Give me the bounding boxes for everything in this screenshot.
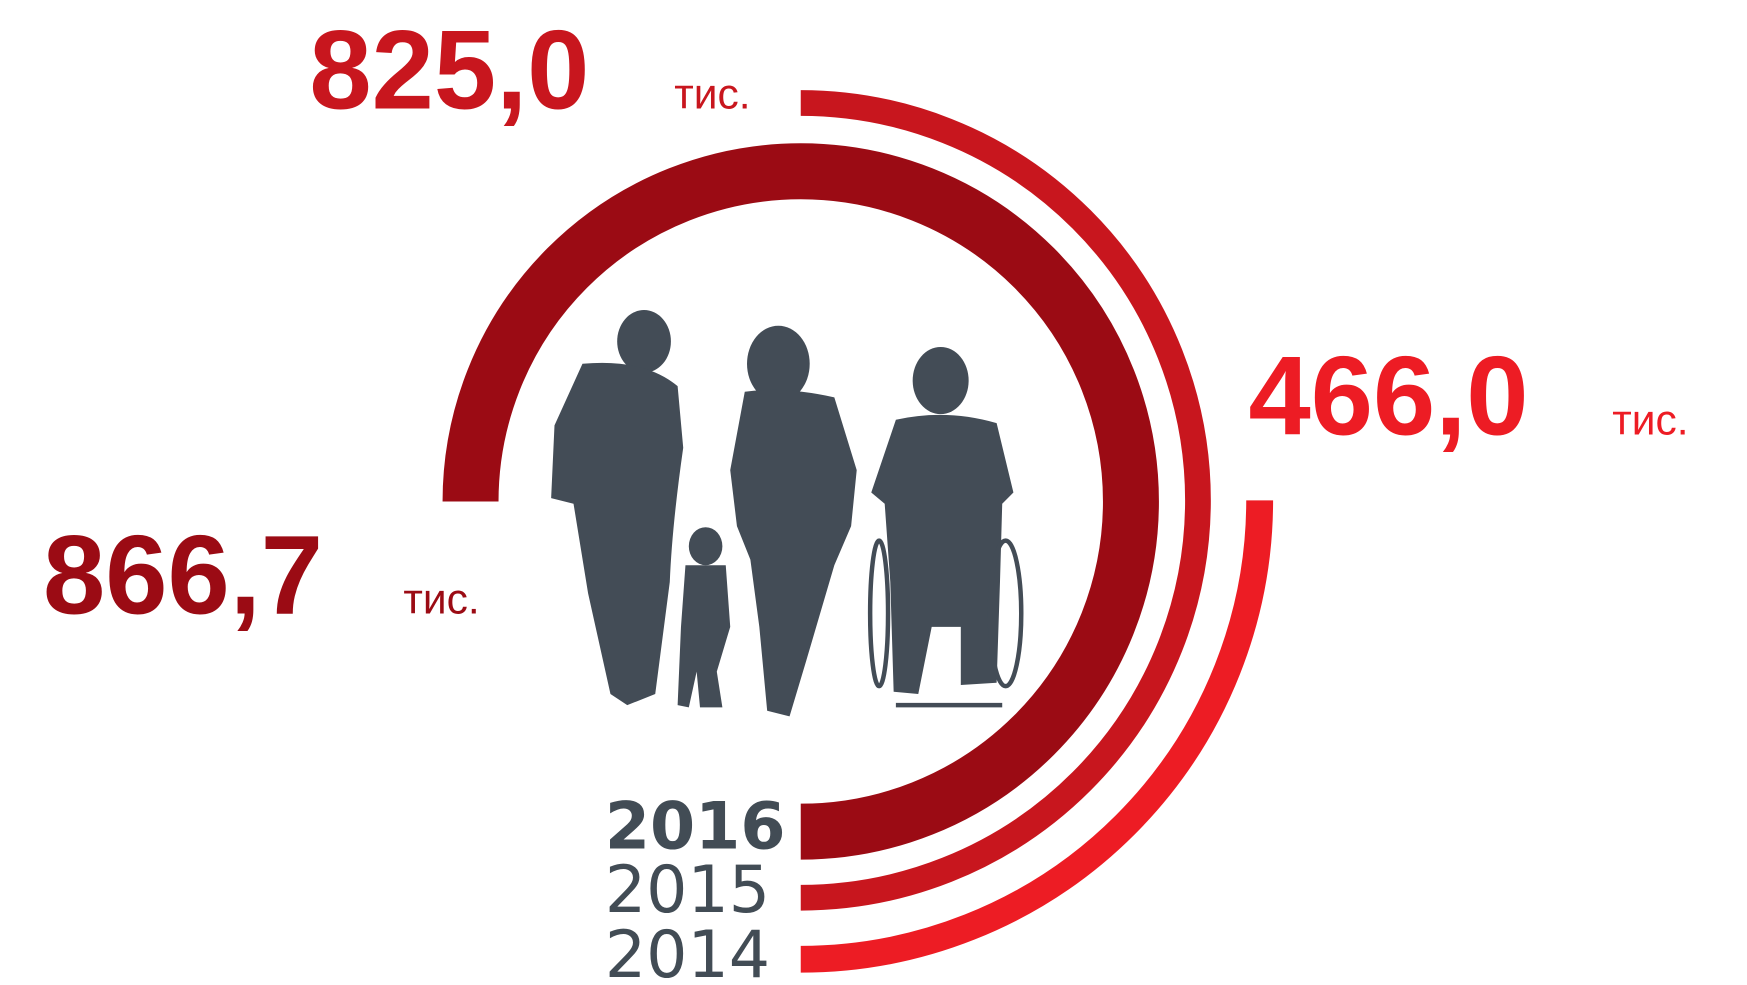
infographic: 825,0 тис. 466,0 тис. 866,7 тис. 2016 20…: [0, 0, 1747, 985]
unit: тис.: [403, 575, 479, 623]
year: 2014: [605, 918, 770, 985]
family-silhouette: [551, 310, 1013, 716]
value: 866,7: [43, 512, 323, 637]
unit: тис.: [1612, 396, 1688, 444]
year: 2015: [605, 853, 770, 928]
value: 466,0: [1248, 333, 1528, 458]
page: 825,0 тис. 466,0 тис. 866,7 тис. 2016 20…: [0, 0, 1747, 985]
unit: тис.: [674, 71, 750, 119]
value: 825,0: [309, 8, 589, 133]
